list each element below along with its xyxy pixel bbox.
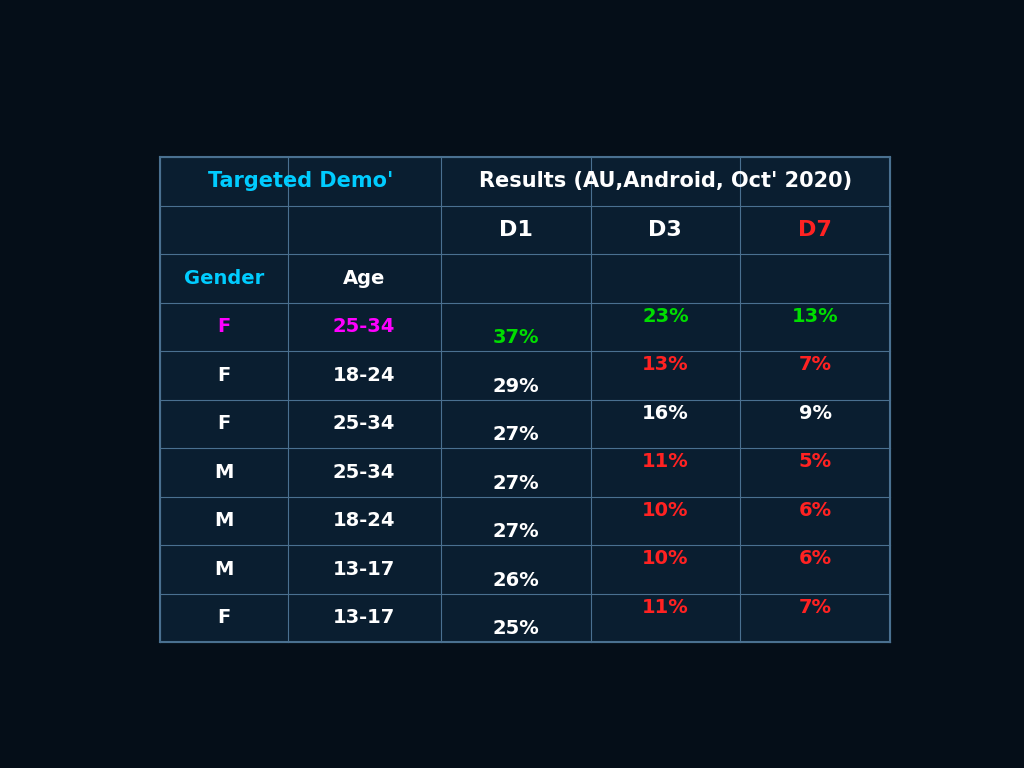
Text: 37%: 37% <box>493 328 539 347</box>
Text: 9%: 9% <box>799 404 831 422</box>
Text: 11%: 11% <box>642 452 689 472</box>
Text: 18-24: 18-24 <box>333 366 395 385</box>
Text: Targeted Demo': Targeted Demo' <box>208 171 393 191</box>
Text: 6%: 6% <box>799 549 831 568</box>
Text: D1: D1 <box>499 220 532 240</box>
Text: F: F <box>217 608 230 627</box>
Text: 23%: 23% <box>642 306 689 326</box>
Text: 27%: 27% <box>493 522 539 541</box>
Text: 13%: 13% <box>642 356 689 374</box>
Text: 6%: 6% <box>799 501 831 520</box>
Text: Gender: Gender <box>183 269 264 288</box>
Text: 25%: 25% <box>493 619 539 638</box>
Text: F: F <box>217 366 230 385</box>
Text: M: M <box>214 560 233 579</box>
Text: 26%: 26% <box>493 571 539 590</box>
Text: F: F <box>217 415 230 433</box>
Text: 29%: 29% <box>493 376 539 396</box>
Text: 10%: 10% <box>642 549 688 568</box>
Text: M: M <box>214 463 233 482</box>
Text: 25-34: 25-34 <box>333 463 395 482</box>
Text: 16%: 16% <box>642 404 689 422</box>
Text: 10%: 10% <box>642 501 688 520</box>
Text: 13-17: 13-17 <box>333 560 395 579</box>
Text: Results (AU,Android, Oct' 2020): Results (AU,Android, Oct' 2020) <box>479 171 852 191</box>
Text: 11%: 11% <box>642 598 689 617</box>
Text: Age: Age <box>343 269 385 288</box>
Text: 7%: 7% <box>799 356 831 374</box>
Text: 27%: 27% <box>493 474 539 492</box>
Text: F: F <box>217 317 230 336</box>
Text: 13-17: 13-17 <box>333 608 395 627</box>
Text: 18-24: 18-24 <box>333 511 395 531</box>
Text: 7%: 7% <box>799 598 831 617</box>
Text: 25-34: 25-34 <box>333 415 395 433</box>
FancyBboxPatch shape <box>160 157 890 642</box>
Text: 5%: 5% <box>799 452 831 472</box>
Text: 25-34: 25-34 <box>333 317 395 336</box>
Text: M: M <box>214 511 233 531</box>
Text: 13%: 13% <box>792 306 839 326</box>
Text: D3: D3 <box>648 220 682 240</box>
Text: 27%: 27% <box>493 425 539 444</box>
Text: D7: D7 <box>798 220 831 240</box>
